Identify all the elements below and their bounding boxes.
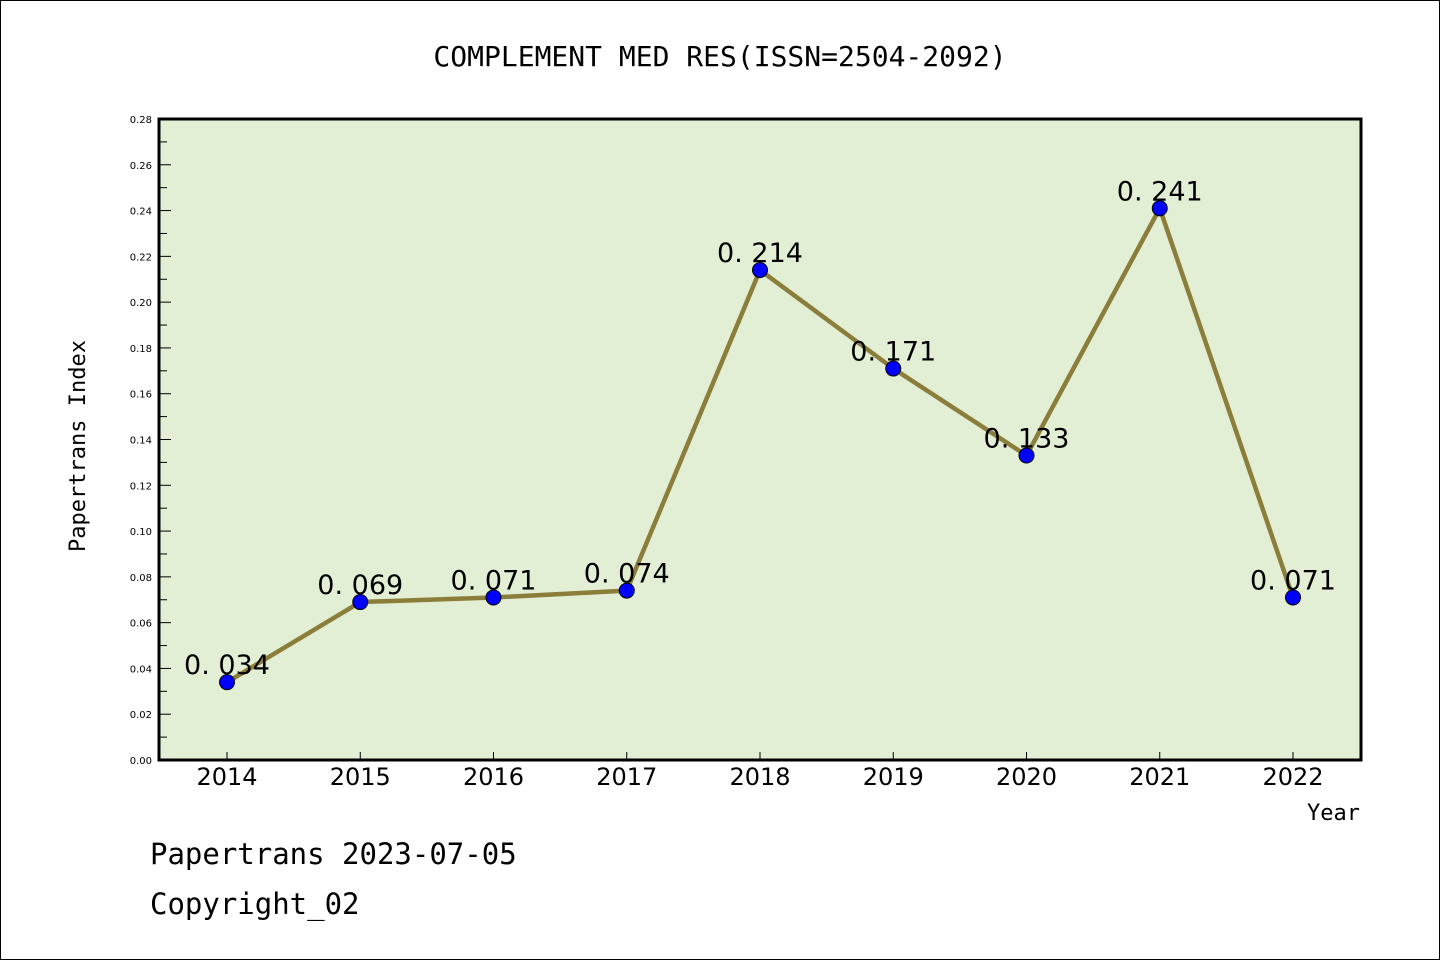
data-point-marker <box>219 674 235 691</box>
y-tick-label: 0.22 <box>130 252 152 263</box>
y-tick-label: 0.16 <box>130 390 152 401</box>
footer-date: Papertrans 2023-07-05 <box>150 837 517 871</box>
y-tick-label: 0.20 <box>130 298 152 309</box>
x-tick-label: 2021 <box>1129 763 1190 791</box>
data-point-marker <box>485 589 502 606</box>
data-labels: 0. 034 0. 069 0. 071 0. 074 0. 214 0. 171 0. 1… <box>184 176 1336 681</box>
y-tick-label: 0.08 <box>130 573 152 584</box>
x-axis-ticks: 2014 2015 2016 2017 2018 2019 2020 2021 2022 <box>196 752 1324 791</box>
y-tick-label: 0.10 <box>130 527 152 538</box>
chart-title: COMPLEMENT MED RES(ISSN=2504-2092) <box>433 40 1006 73</box>
x-tick-label: 2016 <box>463 763 524 791</box>
data-label: 0. 071 <box>1250 565 1336 596</box>
data-label: 0. 034 <box>184 650 270 681</box>
y-tick-label: 0.24 <box>130 207 152 218</box>
y-tick-label: 0.26 <box>130 161 152 172</box>
data-label: 0. 241 <box>1117 176 1203 207</box>
x-tick-label: 2020 <box>996 763 1057 791</box>
y-axis-label: Papertrans Index <box>66 340 91 552</box>
x-tick-label: 2015 <box>330 763 391 791</box>
x-tick-label: 2017 <box>596 763 657 791</box>
y-tick-label: 0.14 <box>130 436 152 447</box>
y-axis-ticks: 0.00 0.02 0.04 0.06 0.08 0.10 0.12 0.14 0.16 0.18… <box>130 115 171 767</box>
plot-border <box>157 117 1363 762</box>
x-tick-label: 2014 <box>196 763 257 791</box>
x-tick-label: 2022 <box>1262 763 1323 791</box>
data-point-marker <box>618 582 635 599</box>
data-label: 0. 071 <box>451 565 537 596</box>
data-point-marker <box>752 262 768 279</box>
y-tick-label: 0.06 <box>130 619 152 630</box>
x-axis-label: Year <box>1307 801 1360 826</box>
footer-copyright: Copyright_02 <box>150 887 360 922</box>
y-tick-label: 0.02 <box>130 710 152 721</box>
data-label: 0. 214 <box>717 238 803 269</box>
data-point-marker <box>1285 589 1301 606</box>
y-tick-label: 0.04 <box>130 664 152 675</box>
plot-area <box>159 119 1361 760</box>
x-tick-label: 2019 <box>863 763 924 791</box>
data-label: 0. 133 <box>984 424 1070 455</box>
y-tick-label: 0.18 <box>130 344 152 355</box>
y-tick-label: 0.00 <box>130 756 152 767</box>
data-point-marker <box>1151 200 1168 217</box>
y-tick-label: 0.28 <box>130 115 152 126</box>
data-point-marker <box>352 594 369 611</box>
data-label: 0. 069 <box>317 570 403 601</box>
data-point-marker <box>1018 447 1035 464</box>
x-tick-label: 2018 <box>729 763 790 791</box>
data-point-marker <box>885 360 902 377</box>
data-label: 0. 074 <box>584 559 670 590</box>
series-markers <box>219 200 1301 691</box>
data-label: 0. 171 <box>850 337 936 368</box>
y-tick-label: 0.12 <box>130 481 152 492</box>
